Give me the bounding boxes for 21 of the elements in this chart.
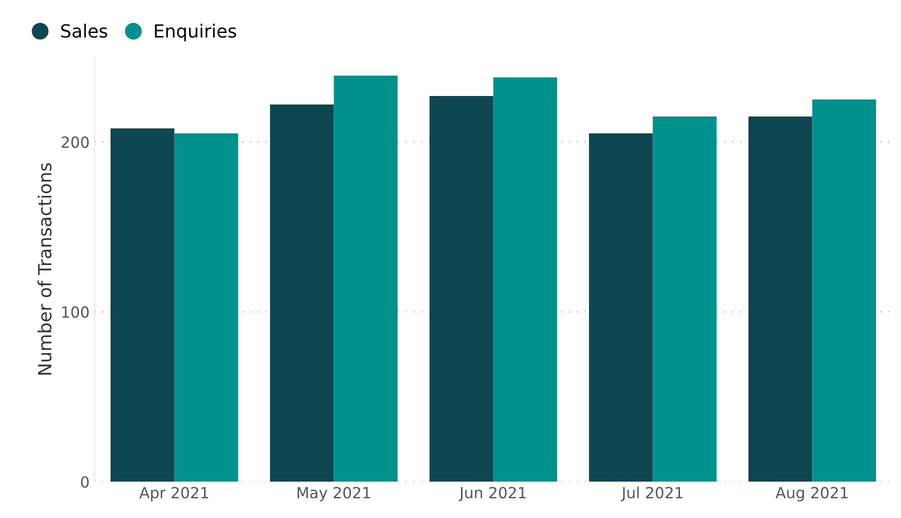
x-tick-label: Jun 2021: [458, 486, 526, 502]
y-tick-label: 200: [62, 136, 89, 148]
bar: [812, 99, 876, 482]
y-tick-label: 0: [81, 476, 89, 488]
bar: [652, 116, 717, 482]
bar: [748, 116, 812, 482]
bar: [174, 133, 238, 482]
bar: [588, 133, 653, 482]
legend-label: Sales: [61, 24, 108, 38]
x-tick-label: Aug 2021: [776, 486, 848, 502]
bar: [270, 104, 334, 482]
bar: [430, 96, 494, 482]
legend-label: Enquiries: [154, 24, 236, 42]
y-axis-title: Number of Transactions: [38, 163, 52, 375]
x-tick-label: Jul 2021: [620, 486, 682, 502]
y-tick-label: 100: [62, 306, 89, 318]
x-tick-label: Apr 2021: [139, 486, 208, 502]
bar: [334, 76, 398, 482]
bar: [110, 128, 174, 482]
x-tick-label: May 2021: [298, 486, 370, 502]
bar: [493, 77, 558, 482]
